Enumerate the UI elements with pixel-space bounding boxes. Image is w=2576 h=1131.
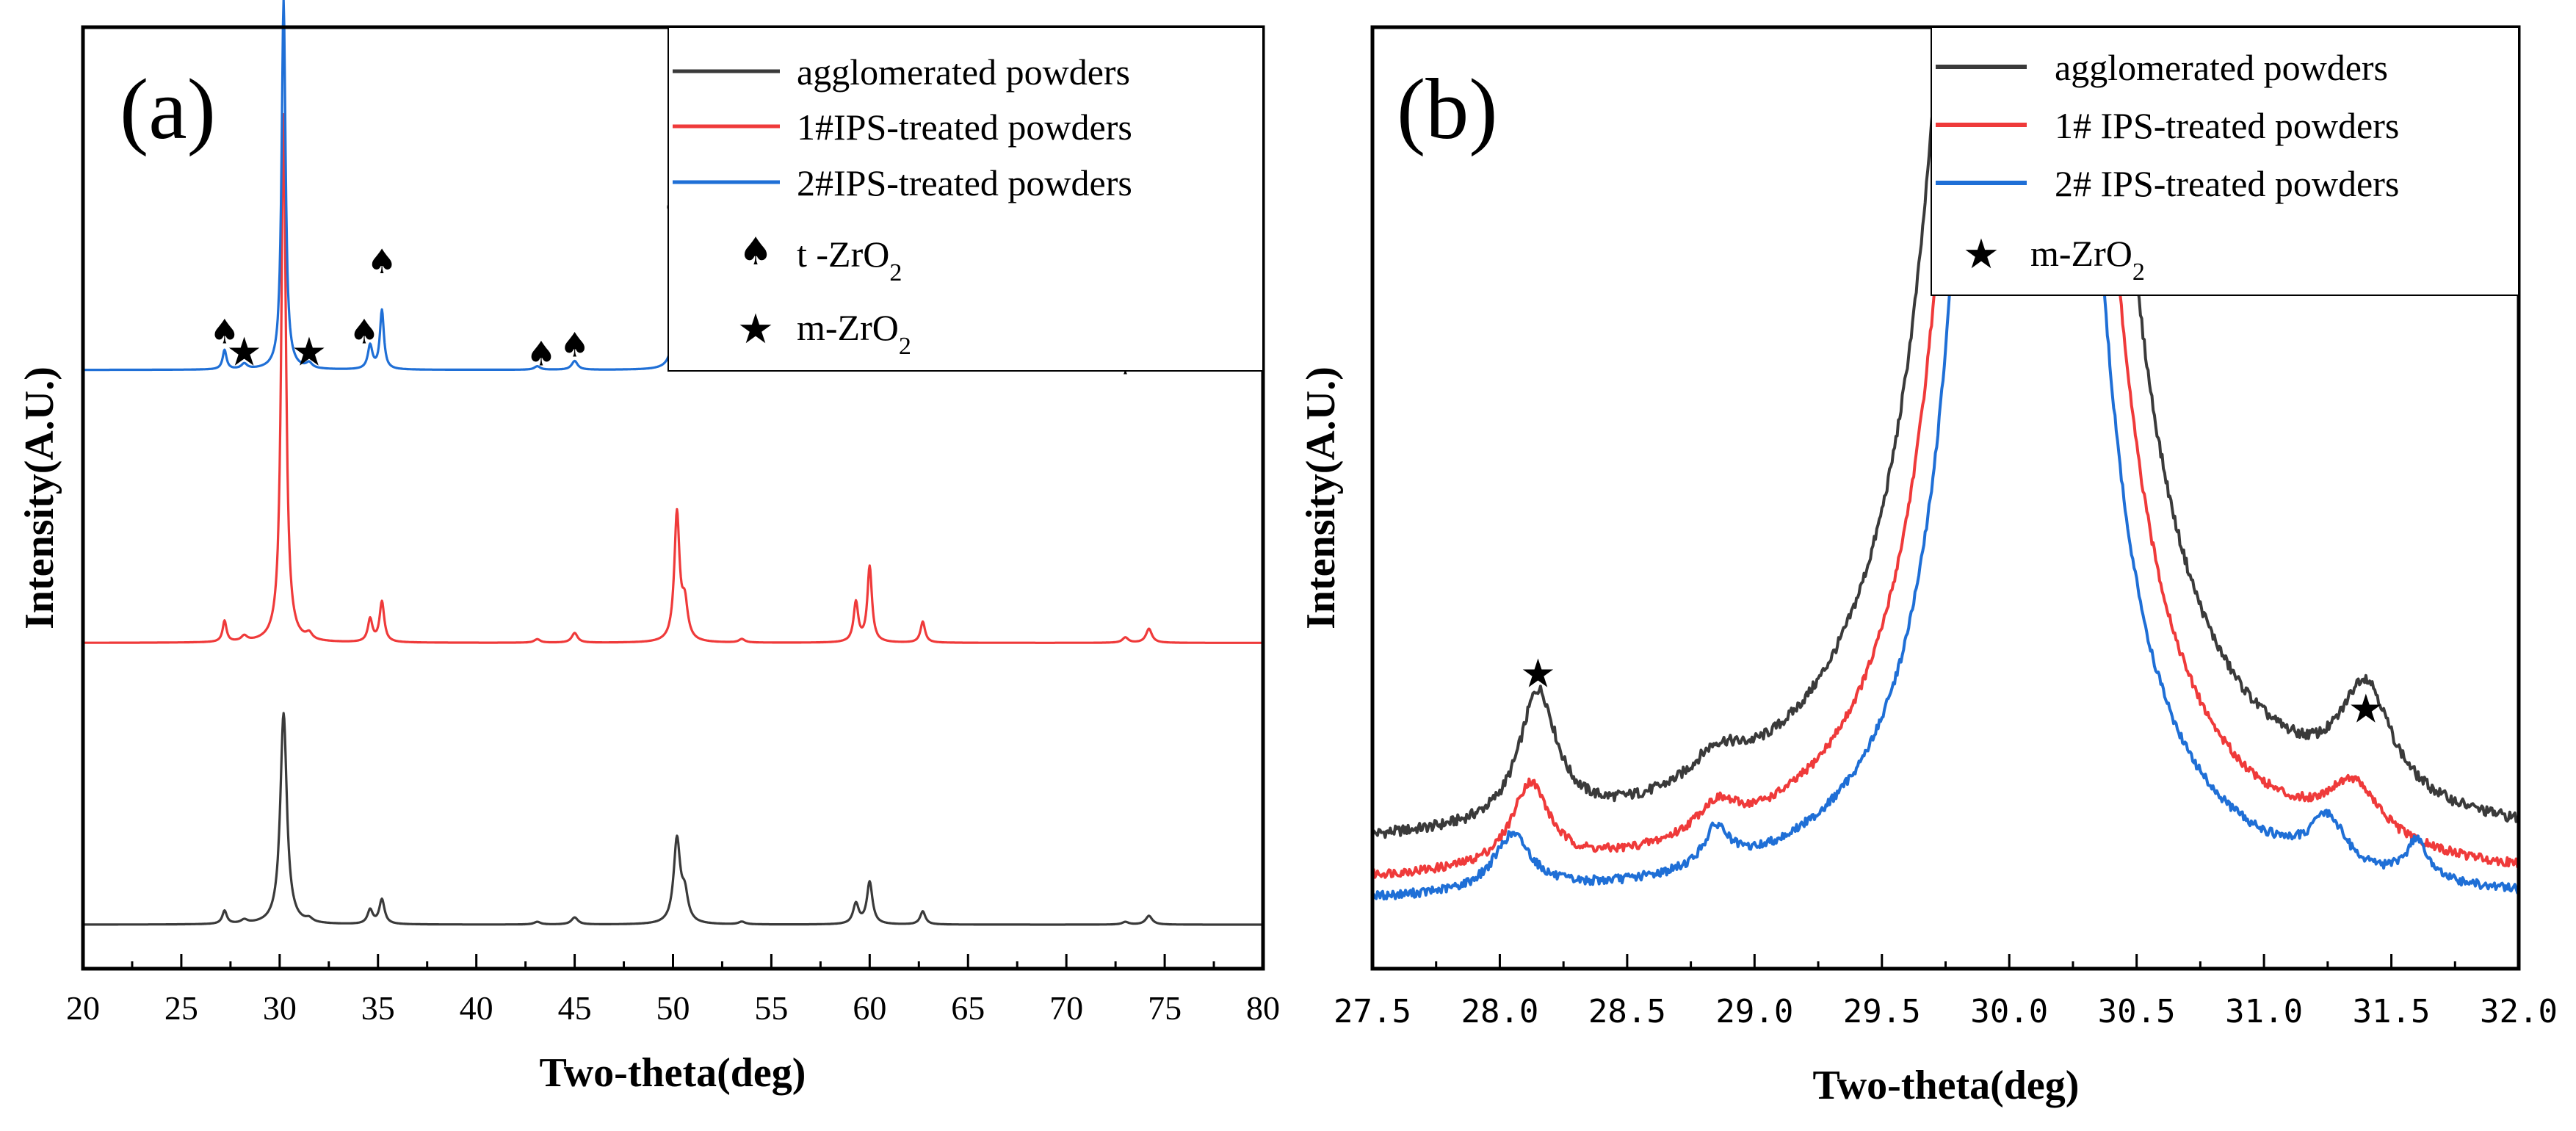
legend-label-agglomerated-b: agglomerated powders — [2055, 47, 2388, 88]
x-tick-label: 30.5 — [2098, 993, 2176, 1030]
spade-marker-icon: ♠ — [526, 334, 556, 374]
spade-marker-icon: ♠ — [269, 0, 299, 8]
x-tick-label: 75 — [1148, 989, 1182, 1027]
x-tick-label: 32.0 — [2480, 993, 2558, 1030]
series-line-agglomerated-powders — [82, 712, 1264, 926]
panel-b-x-ticks: 27.5 28.0 28.5 29.0 29.5 30.0 30.5 31.0 31.5 32.0 — [1334, 954, 2558, 1030]
series-line-2-ips-treated-powders — [1372, 27, 2519, 901]
spade-marker-icon: ♠ — [349, 312, 379, 352]
panel-b-annotations: ★★ — [1520, 650, 2384, 731]
legend-label-2ips: 2#IPS-treated powders — [797, 162, 1132, 203]
panel-a-legend-box — [667, 26, 1264, 372]
spade-marker-icon: ♠ — [366, 242, 397, 281]
panel-b-legend-box — [1931, 26, 2519, 296]
x-tick-label: 70 — [1049, 989, 1083, 1027]
legend-label-m-zro2: m-ZrO2 — [797, 307, 911, 360]
panel-b-y-axis-title: Intensity(A.U.) — [1298, 366, 1344, 629]
x-tick-label: 28.5 — [1588, 993, 1666, 1030]
panel-b-legend: agglomerated powders 1# IPS-treated powd… — [1931, 26, 2519, 296]
panel-a-x-ticks: 20 25 30 35 40 45 50 55 60 65 70 75 80 — [66, 954, 1280, 1027]
legend-label-1ips: 1#IPS-treated powders — [797, 106, 1132, 148]
x-tick-label: 30.0 — [1970, 993, 2048, 1030]
x-tick-label: 28.0 — [1461, 993, 1538, 1030]
x-tick-label: 25 — [164, 989, 198, 1027]
legend-label-agglomerated: agglomerated powders — [797, 51, 1130, 93]
spade-marker-icon: ♠ — [560, 325, 590, 365]
series-line-1-ips-treated-powders — [82, 113, 1264, 644]
x-tick-label: 65 — [951, 989, 985, 1027]
star-marker-icon: ★ — [2348, 685, 2384, 731]
x-tick-label: 20 — [66, 989, 100, 1027]
panel-a-y-axis-title: Intensity(A.U.) — [17, 366, 62, 629]
series-line-agglomerated-powders — [1372, 27, 2519, 839]
x-tick-label: 55 — [754, 989, 788, 1027]
panel-b-x-axis-title: Two-theta(deg) — [1813, 1063, 2080, 1108]
panel-a: ♠★♠★♠♠♠♠♠♠♠♠♠♠ 2025303540455055606570758… — [17, 0, 1280, 1096]
x-tick-label: 50 — [656, 989, 690, 1027]
x-tick-label: 40 — [460, 989, 493, 1027]
spade-marker-icon: ♠ — [209, 312, 239, 352]
x-tick-label: 80 — [1246, 989, 1280, 1027]
panel-b: ★★ 27.5 28.0 28.5 29.0 29.5 30.0 30.5 31.0 31.5 3… — [1298, 25, 2558, 1108]
star-marker-icon: ★ — [1520, 650, 1555, 696]
legend-label-2ips-b: 2# IPS-treated powders — [2055, 163, 2399, 204]
x-tick-label: 60 — [853, 989, 886, 1027]
x-tick-label: 31.5 — [2353, 993, 2431, 1030]
x-tick-label: 29.0 — [1715, 993, 1793, 1030]
legend-marker-star-icon-b: ★ — [1963, 231, 2000, 278]
legend-label-t-zro2: t -ZrO2 — [797, 234, 902, 286]
legend-label-m-zro2-b: m-ZrO2 — [2030, 233, 2145, 286]
legend-label-1ips-b: 1# IPS-treated powders — [2055, 105, 2399, 146]
legend-marker-star-icon: ★ — [737, 306, 774, 353]
star-marker-icon: ★ — [226, 329, 261, 375]
x-tick-label: 35 — [361, 989, 395, 1027]
panel-a-label: (a) — [120, 61, 216, 157]
legend-marker-spade-icon: ♠ — [739, 230, 773, 274]
x-tick-label: 29.5 — [1843, 993, 1921, 1030]
star-marker-icon: ★ — [292, 329, 327, 375]
x-tick-label: 30 — [263, 989, 297, 1027]
panel-a-legend: agglomerated powders 1#IPS-treated powde… — [667, 26, 1264, 372]
x-tick-label: 31.0 — [2225, 993, 2303, 1030]
x-tick-label: 27.5 — [1334, 993, 1411, 1030]
x-tick-label: 45 — [558, 989, 592, 1027]
panel-b-label: (b) — [1397, 61, 1498, 157]
panel-a-x-axis-title: Two-theta(deg) — [540, 1050, 806, 1096]
